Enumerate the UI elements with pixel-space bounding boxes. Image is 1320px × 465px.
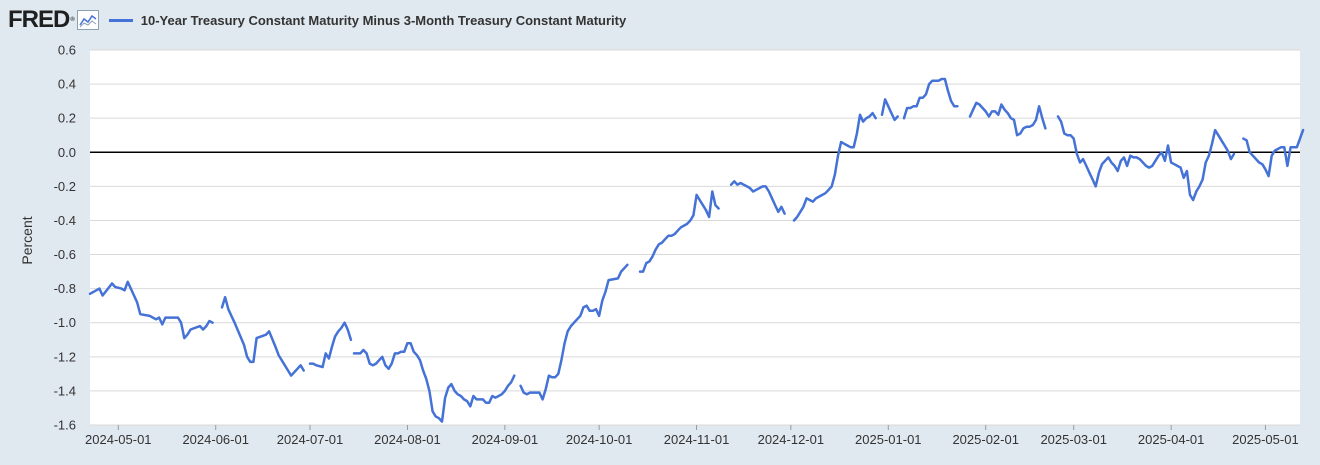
plot-area (90, 50, 1300, 425)
y-tick-label: -0.8 (54, 281, 76, 296)
series-line-segment (308, 321, 353, 369)
series-line-segment (88, 280, 214, 340)
y-tick-label: 0.6 (58, 43, 76, 58)
y-tick-label: 0.4 (58, 77, 76, 92)
x-tick-label: 2025-01-01 (855, 432, 922, 447)
y-tick-label: -0.6 (54, 247, 76, 262)
series-line-segment (902, 77, 959, 120)
x-tick-label: 2024-08-01 (374, 432, 441, 447)
line-graph-icon (76, 10, 99, 30)
x-tick-label: 2024-05-01 (85, 432, 152, 447)
series-line-segment (968, 101, 1047, 137)
x-tick-label: 2025-05-01 (1232, 432, 1299, 447)
y-tick-label: -1.4 (54, 383, 76, 398)
legend-swatch (108, 18, 133, 22)
series-line-segment (519, 263, 629, 401)
x-tick-label: 2024-06-01 (182, 432, 249, 447)
legend-label: 10-Year Treasury Constant Maturity Minus… (140, 12, 627, 28)
series-line-segment (220, 295, 305, 377)
series-line-segment (638, 190, 720, 273)
x-tick-label: 2025-03-01 (1040, 432, 1107, 447)
fred-logo-registered: ® (70, 17, 75, 23)
y-tick-label: -0.4 (54, 213, 76, 228)
x-tick-label: 2024-07-01 (277, 432, 344, 447)
chart-header: FRED® 10-Year Treasury Constant Maturity… (8, 6, 626, 34)
fred-logo-text: FRED (8, 6, 70, 33)
series-line-segment (1242, 128, 1305, 178)
x-tick-label: 2024-09-01 (472, 432, 539, 447)
series-line-segment (352, 341, 516, 423)
y-tick-label: -0.2 (54, 179, 76, 194)
series-line (88, 77, 1305, 423)
y-tick-label: -1.0 (54, 315, 76, 330)
x-tick-label: 2024-12-01 (758, 432, 825, 447)
series-line-segment (880, 98, 899, 122)
series-line-segment (1056, 115, 1236, 202)
y-tick-label: 0.2 (58, 111, 76, 126)
x-tick-label: 2024-10-01 (566, 432, 633, 447)
x-tick-label: 2025-02-01 (952, 432, 1019, 447)
chart-legend: 10-Year Treasury Constant Maturity Minus… (108, 12, 627, 28)
series-line-segment (729, 180, 786, 215)
y-tick-label: -1.6 (54, 418, 76, 433)
x-tick-label: 2024-11-01 (664, 432, 730, 447)
y-axis-label: Percent (19, 216, 35, 264)
x-axis: 2024-05-01 2024-06-01 2024-07-01 2024-08-01… (85, 425, 1299, 447)
series-line-segment (792, 111, 877, 222)
fred-logo[interactable]: FRED® (8, 6, 75, 34)
x-tick-label: 2025-04-01 (1138, 432, 1205, 447)
y-tick-label: 0.0 (58, 145, 76, 160)
y-tick-label: -1.2 (54, 349, 76, 364)
y-axis: 0.6 0.4 0.2 0.0 -0.2 -0.4 -0.6 -0.8 -1.0 -1.2 -1.4… (54, 43, 76, 433)
